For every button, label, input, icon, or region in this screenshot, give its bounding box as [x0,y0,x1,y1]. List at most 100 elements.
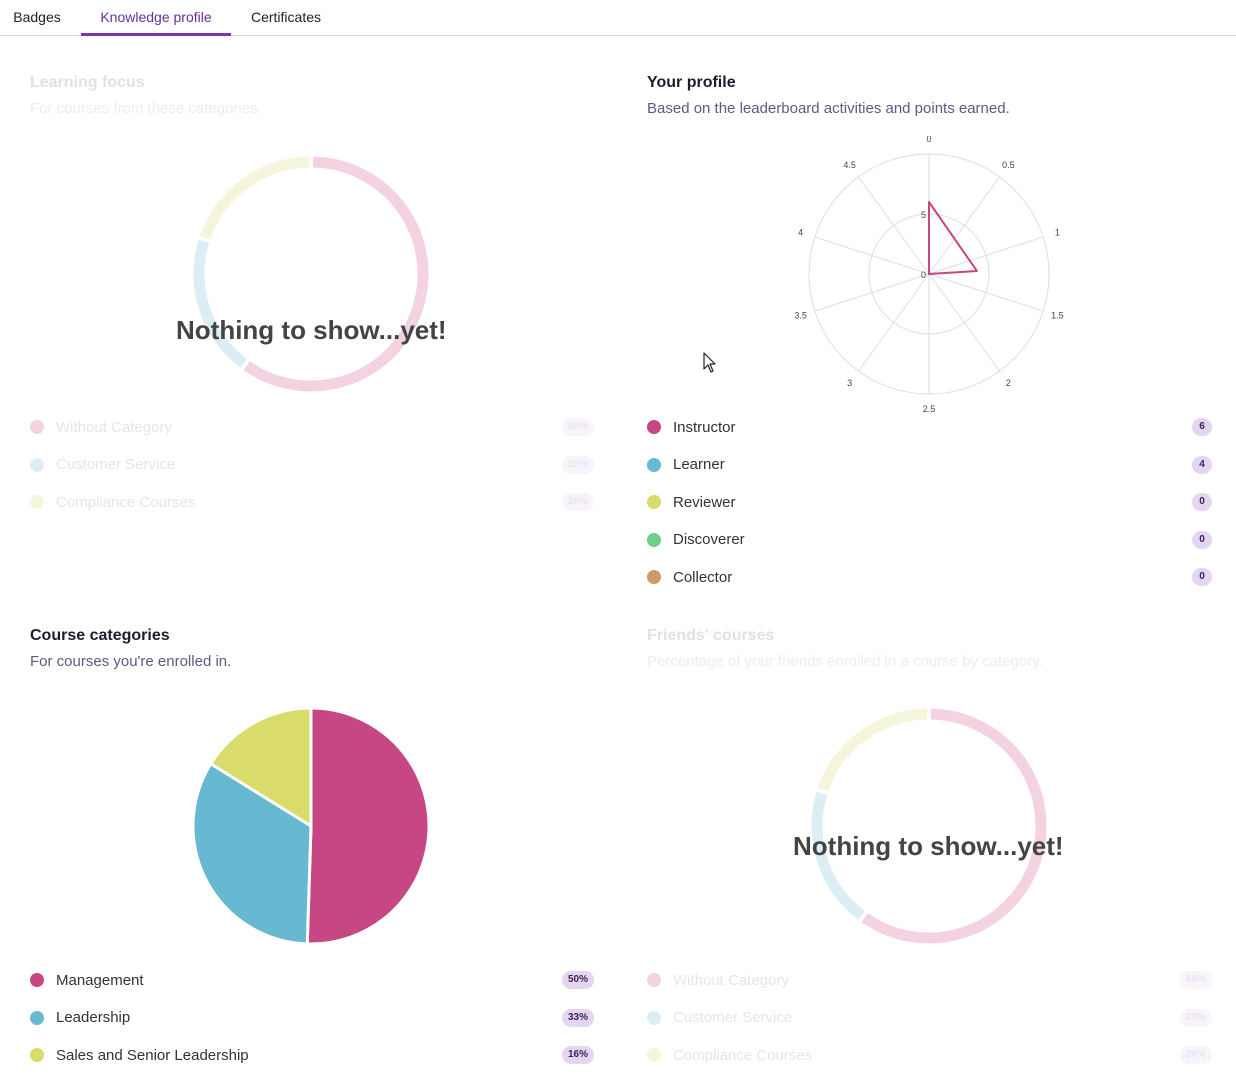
legend-color-dot [30,1048,44,1062]
legend-color-dot [30,457,44,472]
legend-label: Sales and Senior Leadership [56,1046,249,1064]
your-profile-radar-chart: 0 0.5 1 1.5 2 2.5 3 3.5 4 4.5 0 5 [794,136,1064,414]
radar-spoke [928,273,1000,372]
radar-series-line [928,201,978,275]
legend-item: Management 50% [30,968,594,992]
course-categories-title: Course categories [30,627,170,644]
radar-radial-tick-label: 5 [921,210,926,220]
tab-badges[interactable]: Badges [13,9,61,25]
legend-color-dot [647,420,661,434]
legend-value-badge: 20% [1179,1008,1212,1027]
legend-item: Sales and Senior Leadership 16% [30,1043,594,1067]
learning-focus-subtitle: For courses from these categories. [30,100,262,117]
radar-spoke [814,273,930,312]
legend-label: Without Category [56,418,172,436]
learning-focus-empty-message: Nothing to show...yet! [176,315,447,345]
legend-item: Compliance Courses 20% [647,1043,1212,1067]
legend-value-badge: 60% [561,418,594,436]
legend-color-dot [647,1010,661,1025]
your-profile-subtitle: Based on the leaderboard activities and … [647,100,1010,117]
radar-angular-tick-label: 0.5 [1002,160,1015,170]
legend-item: Collector 0 [647,565,1212,589]
donut-segment-compliance-courses [199,156,310,240]
pie-slice-management [305,706,431,946]
legend-label: Compliance Courses [56,493,196,511]
pie-slice-sales-and-senior-leadership [208,706,313,829]
learning-focus-donut-chart [193,156,429,392]
radar-angular-tick-label: 0 [926,136,931,144]
legend-label: Instructor [673,418,736,436]
radar-angular-tick-label: 2 [1006,378,1011,388]
legend-color-dot [647,457,661,472]
legend-item: Customer Service 20% [30,453,594,477]
legend-color-dot [30,495,44,509]
mouse-cursor-icon [703,352,716,373]
learning-focus-title: Learning focus [30,74,145,91]
legend-item: Without Category 60% [647,968,1212,992]
radar-angular-tick-label: 3 [847,378,852,388]
friends-courses-panel: Friends' courses Percentage of your frie… [647,623,1212,1073]
tab-bar: Badges Knowledge profile Certificates [0,0,1236,36]
legend-label: Customer Service [56,456,176,473]
legend-item: Reviewer 0 [647,490,1212,514]
legend-label: Learner [673,456,725,473]
radar-spoke [928,273,1044,312]
donut-segment-customer-service [193,239,247,368]
legend-label: Compliance Courses [673,1046,813,1064]
radar-spoke [858,176,930,275]
radar-spoke [858,273,930,372]
legend-value-badge: 50% [561,971,594,989]
legend-value-badge: 20% [1179,1046,1212,1064]
radar-spoke [928,236,1044,275]
legend-color-dot [647,532,661,547]
course-categories-pie-chart [191,706,431,946]
legend-item: Instructor 6 [647,415,1212,439]
legend-label: Leadership [56,1009,131,1026]
radar-angular-tick-label: 2.5 [923,404,936,414]
legend-label: Collector [673,568,733,586]
legend-value-badge: 16% [561,1046,594,1064]
legend-value-badge: 4 [1192,455,1212,474]
radar-spoke [814,236,930,275]
legend-item: Learner 4 [647,453,1212,477]
legend-color-dot [647,495,661,509]
friends-courses-title: Friends' courses [647,627,775,644]
legend-item: Compliance Courses 20% [30,490,594,514]
legend-color-dot [647,1048,661,1062]
friends-courses-donut-chart [811,708,1047,944]
legend-color-dot [30,1010,44,1025]
legend-value-badge: 0 [1192,530,1212,549]
tab-certificates[interactable]: Certificates [250,9,322,25]
legend-color-dot [647,973,661,987]
donut-segment-compliance-courses [817,708,928,792]
radar-grid [808,153,1050,395]
tab-knowledge-profile[interactable]: Knowledge profile [81,0,231,36]
legend-item: Discoverer 0 [647,528,1212,552]
radar-angular-tick-label: 4.5 [843,160,856,170]
course-categories-panel: Course categories For courses you're enr… [30,623,594,1073]
your-profile-panel: Your profile Based on the leaderboard ac… [647,70,1212,590]
legend-label: Management [56,971,144,989]
legend-item: Leadership 33% [30,1006,594,1030]
friends-courses-subtitle: Percentage of your friends enrolled in a… [647,653,1043,670]
radar-angular-tick-label: 4 [798,227,803,237]
radar-angular-tick-label: 1.5 [1051,311,1064,321]
legend-value-badge: 20% [561,493,594,511]
legend-color-dot [647,570,661,584]
radar-spoke [928,176,1000,275]
legend-color-dot [30,973,44,987]
legend-value-badge: 20% [561,455,594,474]
legend-label: Without Category [673,971,789,989]
donut-segment-without-category [861,708,1047,944]
legend-color-dot [30,420,44,434]
legend-item: Customer Service 20% [647,1006,1212,1030]
donut-segment-without-category [243,156,429,392]
radar-radial-tick-label: 0 [921,270,926,280]
donut-segment-customer-service [811,791,865,920]
your-profile-title: Your profile [647,74,736,91]
legend-item: Without Category 60% [30,415,594,439]
learning-focus-panel: Learning focus For courses from these ca… [30,70,594,520]
friends-courses-empty-message: Nothing to show...yet! [793,831,1064,861]
radar-angular-tick-label: 1 [1055,227,1060,237]
legend-value-badge: 0 [1192,568,1212,586]
